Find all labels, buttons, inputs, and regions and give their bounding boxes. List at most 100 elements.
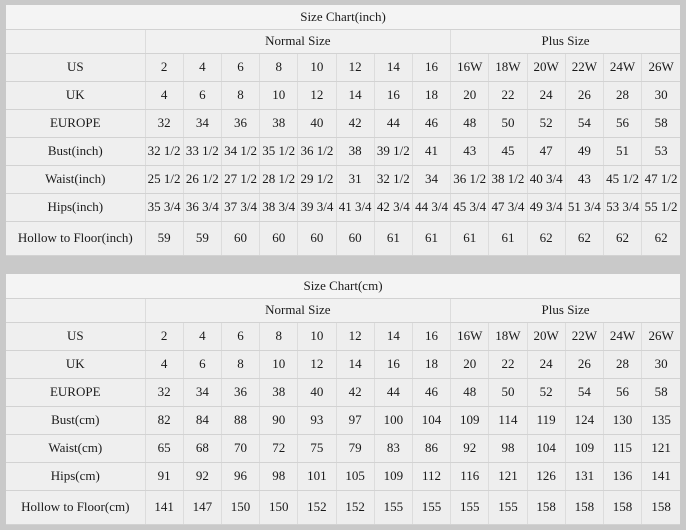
table-cell: 40	[297, 109, 337, 138]
table-cell: 10	[259, 81, 299, 110]
table-cell: 60	[221, 221, 261, 256]
table-cell: 24W	[603, 322, 643, 351]
table-cell: 93	[297, 406, 337, 435]
table-cell: 20W	[527, 322, 566, 351]
table-cell: 65	[145, 434, 184, 463]
table-cell: 61	[488, 221, 528, 256]
table-cell: 60	[259, 221, 299, 256]
table-cell: 16	[412, 322, 452, 351]
table-row: Hollow to Floor(inch) 59 59 60 60 60 60 61 61 61 6…	[6, 221, 680, 256]
table-cell: 52	[527, 378, 566, 407]
table-cell: 6	[183, 81, 222, 110]
group-header-row: Normal Size Plus Size	[6, 29, 680, 54]
row-label-hips-inch: Hips(inch)	[6, 193, 146, 222]
table-cell: 45 1/2	[603, 165, 643, 194]
table-cell: 29 1/2	[297, 165, 337, 194]
table-cell: 104	[412, 406, 452, 435]
table-cell: 60	[336, 221, 375, 256]
table-cell: 6	[221, 322, 261, 351]
table-cell: 53	[641, 137, 680, 166]
table-row: Hollow to Floor(cm) 141 147 150 150 152 152 155…	[6, 490, 680, 525]
table-cell: 6	[183, 350, 222, 379]
table-cell: 32 1/2	[374, 165, 413, 194]
table-cell: 35 3/4	[145, 193, 184, 222]
table-cell: 136	[603, 462, 643, 491]
table-cell: 26	[565, 81, 604, 110]
table-cell: 16	[412, 53, 452, 82]
table-cell: 52	[527, 109, 566, 138]
table-cell: 48	[450, 109, 490, 138]
table-cell: 42	[336, 378, 375, 407]
table-cell: 4	[183, 322, 222, 351]
table-cell: 20	[450, 81, 490, 110]
table-cell: 58	[641, 109, 680, 138]
group-header-plus-size: Plus Size	[450, 298, 680, 323]
table-cell: 12	[297, 81, 337, 110]
table-cell: 48	[450, 378, 490, 407]
chart-title-row: Size Chart(cm)	[6, 274, 680, 299]
row-label-hollow-to-floor-cm: Hollow to Floor(cm)	[6, 490, 146, 525]
table-cell: 10	[297, 53, 337, 82]
table-cell: 14	[374, 322, 413, 351]
table-cell: 12	[336, 53, 375, 82]
group-header-spacer	[6, 29, 146, 54]
table-cell: 152	[297, 490, 337, 525]
table-cell: 54	[565, 109, 604, 138]
table-cell: 56	[603, 109, 643, 138]
table-cell: 150	[221, 490, 261, 525]
table-cell: 135	[641, 406, 680, 435]
group-header-spacer	[6, 298, 146, 323]
table-cell: 109	[450, 406, 490, 435]
table-cell: 16W	[450, 322, 490, 351]
group-header-normal-size: Normal Size	[145, 298, 452, 323]
chart-title: Size Chart(inch)	[6, 5, 680, 30]
table-cell: 61	[450, 221, 490, 256]
table-cell: 18	[412, 81, 452, 110]
table-cell: 8	[221, 81, 261, 110]
table-cell: 59	[145, 221, 184, 256]
table-cell: 32	[145, 109, 184, 138]
size-chart-table-inch: Size Chart(inch) Normal Size Plus Size US 2 4…	[6, 5, 680, 256]
table-cell: 14	[336, 350, 375, 379]
table-cell: 6	[221, 53, 261, 82]
table-cell: 84	[183, 406, 222, 435]
table-cell: 147	[183, 490, 222, 525]
table-cell: 55 1/2	[641, 193, 680, 222]
size-chart-table-cm: Size Chart(cm) Normal Size Plus Size US 2 4 6 8…	[6, 274, 680, 525]
table-cell: 44 3/4	[412, 193, 452, 222]
row-label-us: US	[6, 53, 146, 82]
table-cell: 53 3/4	[603, 193, 643, 222]
table-cell: 141	[641, 462, 680, 491]
table-cell: 8	[259, 53, 299, 82]
table-cell: 10	[259, 350, 299, 379]
table-cell: 22	[488, 350, 528, 379]
table-cell: 8	[259, 322, 299, 351]
table-row: UK 4 6 8 10 12 14 16 18 20 22 24 26 28 30	[6, 81, 680, 110]
table-cell: 58	[641, 378, 680, 407]
table-cell: 20W	[527, 53, 566, 82]
table-cell: 152	[336, 490, 375, 525]
table-cell: 12	[336, 322, 375, 351]
table-cell: 112	[412, 462, 452, 491]
table-row: EUROPE 32 34 36 38 40 42 44 46 48 50 52 54 56 58	[6, 109, 680, 138]
table-cell: 18W	[488, 53, 528, 82]
table-row: UK 4 6 8 10 12 14 16 18 20 22 24 26 28 30	[6, 350, 680, 379]
table-cell: 158	[641, 490, 680, 525]
table-cell: 116	[450, 462, 490, 491]
table-cell: 50	[488, 378, 528, 407]
group-header-plus-size: Plus Size	[450, 29, 680, 54]
table-cell: 45 3/4	[450, 193, 490, 222]
table-cell: 24	[527, 81, 566, 110]
table-row: Waist(cm) 65 68 70 72 75 79 83 86 92 98 104 109 115 12…	[6, 434, 680, 463]
table-cell: 131	[565, 462, 604, 491]
group-header-normal-size: Normal Size	[145, 29, 452, 54]
table-cell: 16	[374, 81, 413, 110]
table-cell: 14	[336, 81, 375, 110]
table-cell: 141	[145, 490, 184, 525]
size-chart-inch-container: Size Chart(inch) Normal Size Plus Size US 2 4…	[6, 5, 680, 256]
table-cell: 26 1/2	[183, 165, 222, 194]
table-cell: 50	[488, 109, 528, 138]
table-cell: 22W	[565, 53, 604, 82]
table-cell: 39 3/4	[297, 193, 337, 222]
table-cell: 10	[297, 322, 337, 351]
